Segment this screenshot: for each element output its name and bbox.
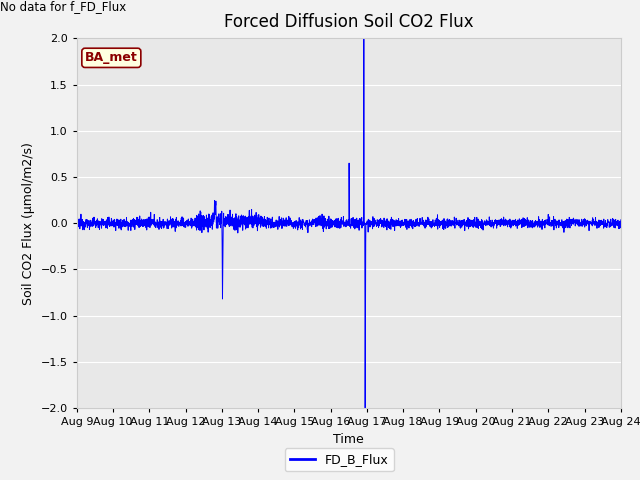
X-axis label: Time: Time (333, 432, 364, 445)
Legend: FD_B_Flux: FD_B_Flux (285, 448, 394, 471)
Text: BA_met: BA_met (85, 51, 138, 64)
Y-axis label: Soil CO2 Flux (μmol/m2/s): Soil CO2 Flux (μmol/m2/s) (22, 142, 35, 305)
Text: No data for f_FD_Flux: No data for f_FD_Flux (1, 0, 127, 13)
Title: Forced Diffusion Soil CO2 Flux: Forced Diffusion Soil CO2 Flux (224, 13, 474, 31)
